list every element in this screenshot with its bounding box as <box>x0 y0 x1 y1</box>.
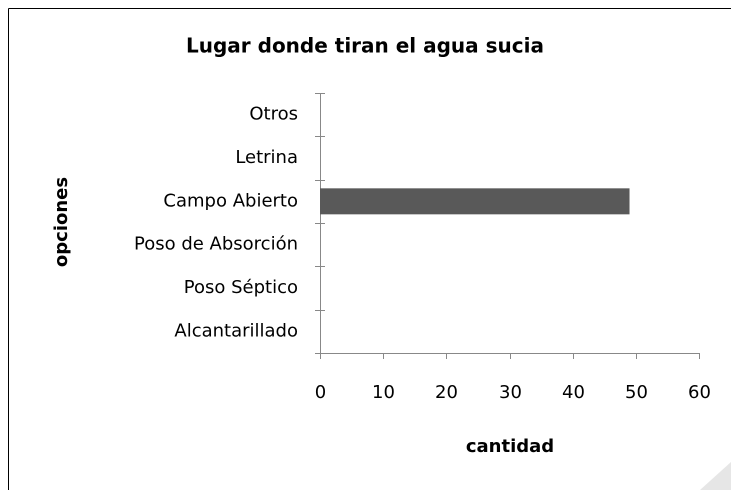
bar <box>320 188 630 215</box>
y-tick-label: Alcantarillado <box>174 320 298 341</box>
y-tick-label: Poso Séptico <box>184 277 298 298</box>
y-tick-label: Campo Abierto <box>163 190 298 211</box>
x-tick-label: 60 <box>688 382 711 403</box>
x-tick-label: 10 <box>372 382 395 403</box>
x-axis-title: cantidad <box>466 436 554 457</box>
decoration <box>700 462 731 490</box>
x-tick-label: 40 <box>562 382 585 403</box>
y-tick-label: Otros <box>249 104 298 125</box>
chart-title: Lugar donde tiran el agua sucia <box>186 34 544 58</box>
y-tick-label: Letrina <box>235 147 298 168</box>
y-axis-title: opciones <box>51 177 72 267</box>
x-tick-label: 0 <box>315 382 326 403</box>
x-tick-label: 50 <box>625 382 648 403</box>
y-tick-label: Poso de Absorción <box>134 234 298 255</box>
x-tick-label: 30 <box>499 382 522 403</box>
x-tick-label: 20 <box>435 382 458 403</box>
